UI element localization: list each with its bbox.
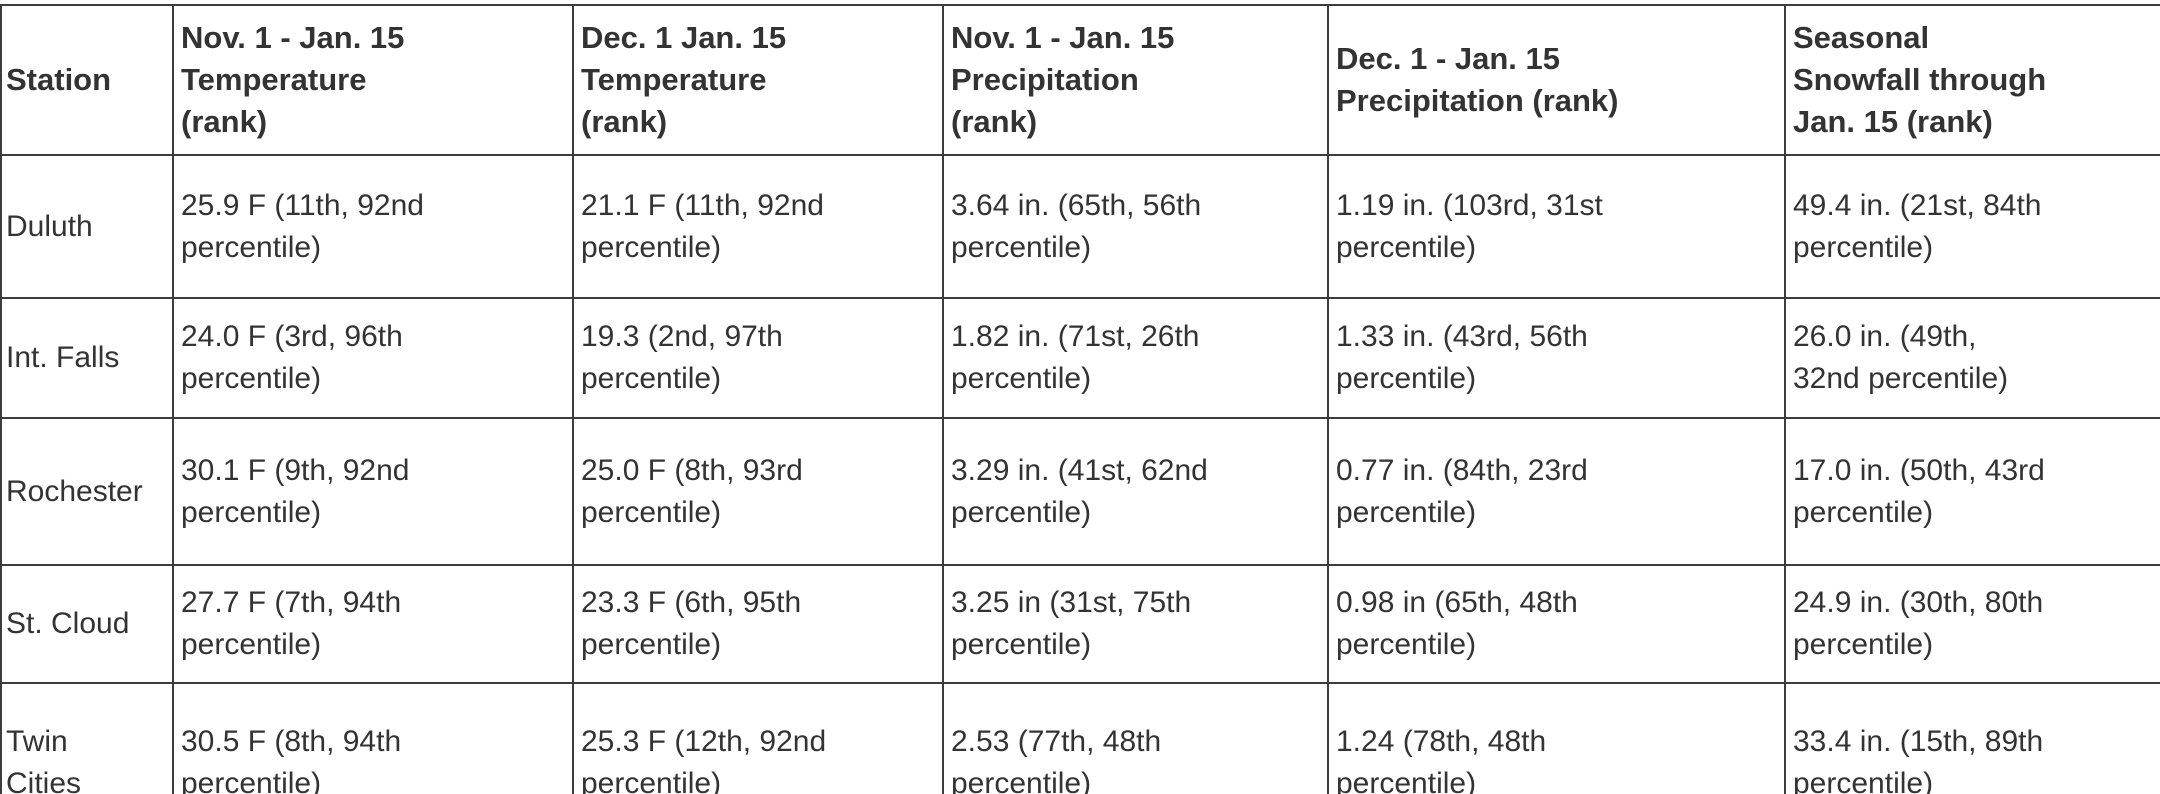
data-cell: 2.53 (77th, 48th percentile) — [942, 682, 1329, 794]
header-cell-dec-precipitation: Dec. 1 - Jan. 15 Precipitation (rank) — [1327, 4, 1786, 156]
data-cell: 21.1 F (11th, 92nd percentile) — [572, 154, 944, 299]
table-row-rochester: Rochester 30.1 F (9th, 92nd percentile) … — [0, 417, 2160, 566]
data-cell: 0.77 in. (84th, 23rd percentile) — [1327, 417, 1786, 566]
data-cell: 3.64 in. (65th, 56th percentile) — [942, 154, 1329, 299]
data-cell: 24.9 in. (30th, 80th percentile) — [1784, 564, 2160, 684]
data-cell: 1.33 in. (43rd, 56th percentile) — [1327, 297, 1786, 419]
data-cell: 49.4 in. (21st, 84th percentile) — [1784, 154, 2160, 299]
data-cell: 33.4 in. (15th, 89th percentile) — [1784, 682, 2160, 794]
station-cell: Rochester — [0, 417, 174, 566]
data-cell: 26.0 in. (49th, 32nd percentile) — [1784, 297, 2160, 419]
data-cell: 24.0 F (3rd, 96th percentile) — [172, 297, 574, 419]
table-row-twin-cities: Twin Cities 30.5 F (8th, 94th percentile… — [0, 682, 2160, 794]
header-row: Station Nov. 1 - Jan. 15 Temperature (ra… — [0, 4, 2160, 156]
data-cell: 30.1 F (9th, 92nd percentile) — [172, 417, 574, 566]
header-cell-station: Station — [0, 4, 174, 156]
data-cell: 3.25 in (31st, 75th percentile) — [942, 564, 1329, 684]
data-cell: 25.0 F (8th, 93rd percentile) — [572, 417, 944, 566]
header-cell-nov-precipitation: Nov. 1 - Jan. 15 Precipitation (rank) — [942, 4, 1329, 156]
table-row-int-falls: Int. Falls 24.0 F (3rd, 96th percentile)… — [0, 297, 2160, 419]
header-cell-dec-temperature: Dec. 1 Jan. 15 Temperature (rank) — [572, 4, 944, 156]
data-cell: 1.24 (78th, 48th percentile) — [1327, 682, 1786, 794]
data-cell: 1.82 in. (71st, 26th percentile) — [942, 297, 1329, 419]
data-cell: 3.29 in. (41st, 62nd percentile) — [942, 417, 1329, 566]
station-cell: St. Cloud — [0, 564, 174, 684]
data-cell: 27.7 F (7th, 94th percentile) — [172, 564, 574, 684]
header-cell-nov-temperature: Nov. 1 - Jan. 15 Temperature (rank) — [172, 4, 574, 156]
data-cell: 23.3 F (6th, 95th percentile) — [572, 564, 944, 684]
data-cell: 0.98 in (65th, 48th percentile) — [1327, 564, 1786, 684]
table-row-duluth: Duluth 25.9 F (11th, 92nd percentile) 21… — [0, 154, 2160, 299]
station-cell: Duluth — [0, 154, 174, 299]
data-cell: 19.3 (2nd, 97th percentile) — [572, 297, 944, 419]
station-cell: Twin Cities — [0, 682, 174, 794]
table-row-st-cloud: St. Cloud 27.7 F (7th, 94th percentile) … — [0, 564, 2160, 684]
data-cell: 17.0 in. (50th, 43rd percentile) — [1784, 417, 2160, 566]
data-cell: 1.19 in. (103rd, 31st percentile) — [1327, 154, 1786, 299]
data-cell: 25.3 F (12th, 92nd percentile) — [572, 682, 944, 794]
data-cell: 25.9 F (11th, 92nd percentile) — [172, 154, 574, 299]
data-cell: 30.5 F (8th, 94th percentile) — [172, 682, 574, 794]
station-cell: Int. Falls — [0, 297, 174, 419]
header-cell-seasonal-snowfall: Seasonal Snowfall through Jan. 15 (rank) — [1784, 4, 2160, 156]
weather-stats-table: Station Nov. 1 - Jan. 15 Temperature (ra… — [0, 4, 2160, 794]
